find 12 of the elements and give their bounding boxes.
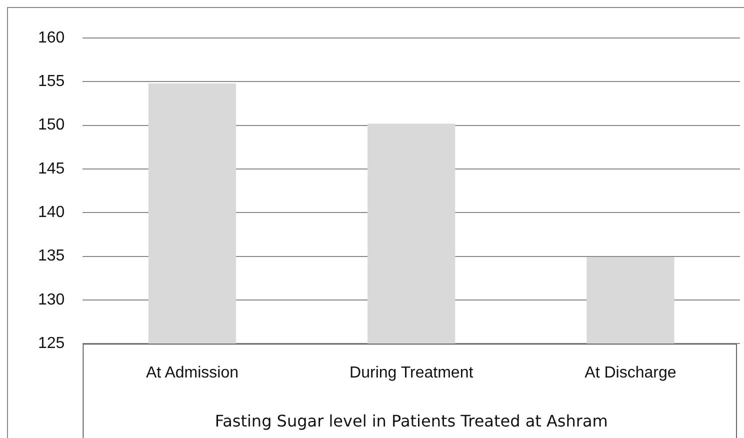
y-tick-label: 130 [38,291,65,308]
y-tick-label: 140 [38,204,65,222]
y-tick-label: 155 [38,73,65,90]
y-tick-label: 135 [38,248,65,265]
x-tick-label: At Admission [146,364,238,382]
x-tick-label: At Discharge [584,364,676,382]
y-tick-label: 150 [38,116,65,134]
y-tick-label: 125 [38,335,65,352]
x-tick-label: During Treatment [350,364,474,382]
x-axis-title: Fasting Sugar level in Patients Treated at Ashram [214,412,608,431]
y-tick-label: 145 [38,160,65,178]
y-tick-label: 160 [38,29,65,46]
